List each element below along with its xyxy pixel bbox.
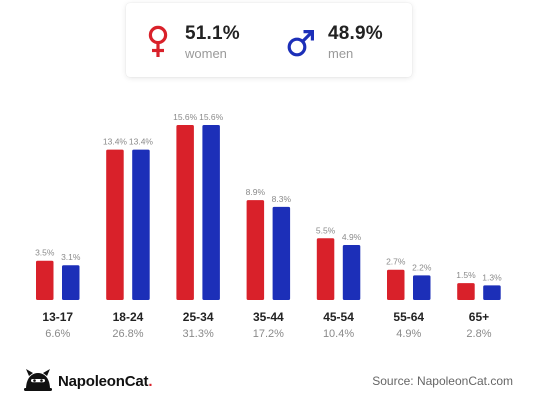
x-tick-label-45-54: 45-54 [323, 310, 354, 324]
category-total-13-17: 6.6% [45, 328, 70, 340]
legend-men: 48.9% men [269, 3, 412, 77]
bar-women-35-44 [246, 200, 265, 300]
bar-value-label-women-25-34: 15.6% [173, 112, 198, 122]
bar-value-label-women-55-64: 2.7% [386, 257, 406, 267]
bar-men-25-34 [202, 125, 220, 300]
bar-women-65+ [457, 283, 475, 300]
bar-men-13-17 [62, 265, 80, 300]
source-note: Source: NapoleonCat.com [372, 374, 513, 388]
bar-value-label-women-35-44: 8.9% [246, 187, 266, 197]
brand-name: NapoleonCat. [58, 373, 153, 390]
category-total-18-24: 26.8% [112, 328, 143, 340]
bar-women-45-54 [316, 238, 335, 300]
legend-men-percent: 48.9% [328, 23, 383, 44]
x-tick-label-18-24: 18-24 [113, 310, 144, 324]
legend-women-percent: 51.1% [185, 23, 240, 44]
age-gender-bar-chart: 3.5% 3.1% 13-17 6.6% 13.4% 13.4% 18-24 26.8% 15.… [35, 112, 502, 340]
x-tick-label-25-34: 25-34 [183, 310, 214, 324]
bar-women-25-34 [176, 125, 194, 300]
bar-men-45-54 [342, 245, 361, 300]
legend-women-label: women [185, 46, 227, 61]
bar-men-55-64 [413, 275, 431, 300]
bar-women-18-24 [106, 149, 124, 300]
bar-value-label-men-65+: 1.3% [482, 272, 502, 282]
category-total-25-34: 31.3% [183, 328, 214, 340]
napoleoncat-logo-icon [24, 369, 52, 391]
bar-women-13-17 [36, 260, 54, 300]
bar-value-label-men-25-34: 15.6% [199, 112, 224, 122]
male-symbol-icon [287, 29, 314, 57]
category-total-35-44: 17.2% [253, 328, 284, 340]
x-tick-label-35-44: 35-44 [253, 310, 284, 324]
x-tick-label-65+: 65+ [469, 310, 489, 324]
legend-women: 51.1% women [126, 3, 269, 77]
bar-value-label-women-45-54: 5.5% [316, 225, 336, 235]
bar-value-label-men-13-17: 3.1% [61, 252, 81, 262]
bar-value-label-men-18-24: 13.4% [129, 137, 154, 147]
bar-value-label-women-13-17: 3.5% [35, 248, 55, 258]
bar-value-label-men-45-54: 4.9% [342, 232, 362, 242]
category-total-55-64: 4.9% [396, 328, 421, 340]
bar-men-65+ [483, 285, 501, 300]
bar-women-55-64 [387, 269, 405, 300]
bar-value-label-men-35-44: 8.3% [272, 194, 292, 204]
bar-value-label-women-65+: 1.5% [456, 270, 476, 280]
x-tick-label-55-64: 55-64 [393, 310, 424, 324]
x-tick-label-13-17: 13-17 [42, 310, 73, 324]
bar-men-18-24 [132, 149, 150, 300]
bar-value-label-women-18-24: 13.4% [103, 137, 128, 147]
bar-value-label-men-55-64: 2.2% [412, 262, 432, 272]
category-total-65+: 2.8% [466, 328, 491, 340]
category-total-45-54: 10.4% [323, 328, 354, 340]
bar-men-35-44 [272, 206, 291, 300]
gender-legend-card: 51.1% women 48.9% men [126, 3, 412, 77]
legend-men-label: men [328, 46, 354, 61]
female-symbol-icon [148, 25, 168, 57]
